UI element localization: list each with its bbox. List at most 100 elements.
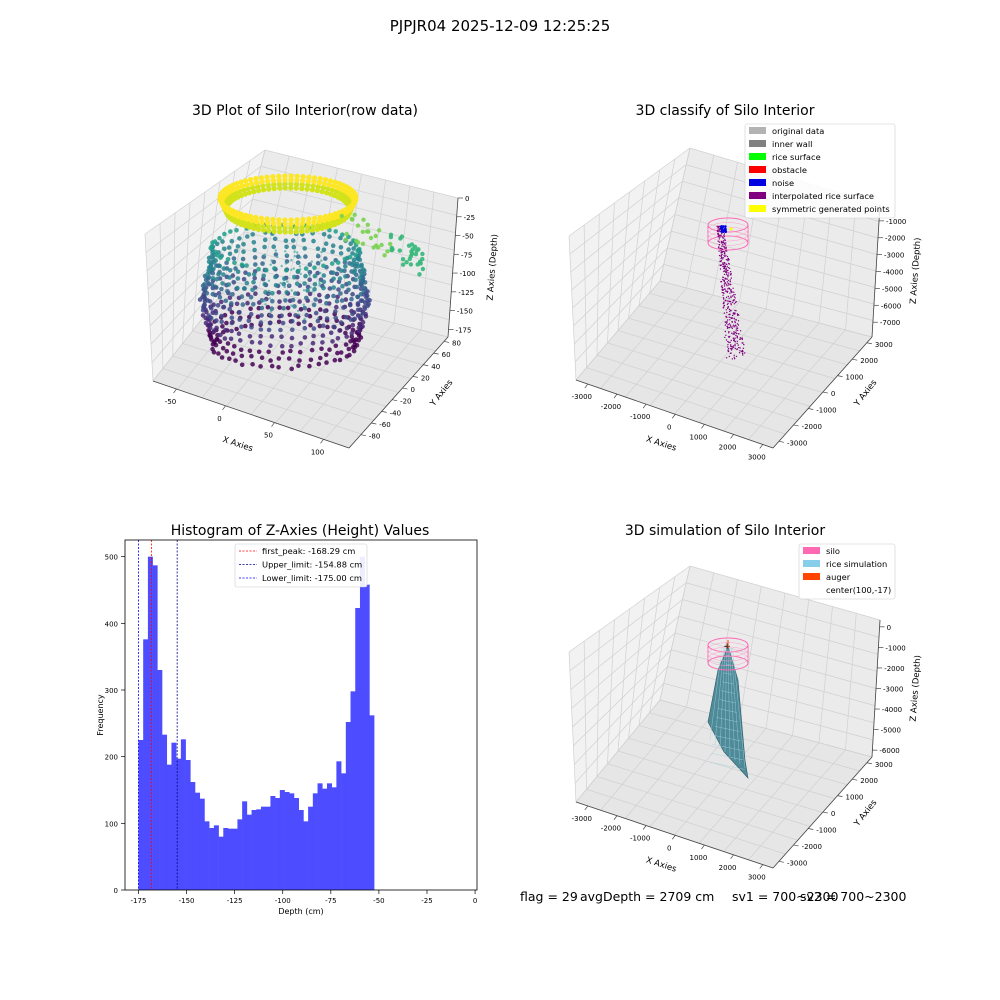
data-point xyxy=(319,271,322,275)
data-point xyxy=(217,263,222,269)
histogram-bar xyxy=(322,788,328,890)
data-point xyxy=(233,248,239,254)
data-point xyxy=(241,187,247,193)
rice-surface-point xyxy=(737,344,739,346)
rice-surface-point xyxy=(722,289,725,291)
data-point xyxy=(304,312,310,318)
rice-surface-point xyxy=(733,296,735,298)
plot2-grid-y xyxy=(649,158,860,352)
data-point xyxy=(325,186,331,192)
data-point xyxy=(319,225,325,231)
data-point xyxy=(335,294,340,300)
data-point xyxy=(317,298,323,304)
data-point xyxy=(348,317,354,322)
data-point xyxy=(256,349,262,355)
data-point xyxy=(362,268,367,274)
data-point xyxy=(362,304,367,310)
plot2-x-tick-label: 1000 xyxy=(690,433,708,441)
data-point xyxy=(320,323,326,329)
rice-mesh-line xyxy=(709,761,745,770)
data-point xyxy=(285,305,291,311)
plot2-x-axis-line xyxy=(575,379,774,449)
data-point xyxy=(247,334,253,339)
data-point xyxy=(368,235,374,241)
data-point xyxy=(249,353,254,359)
plot4-pane-left xyxy=(569,566,690,802)
plot4-legend-box xyxy=(798,543,896,600)
data-point xyxy=(398,236,403,241)
rice-surface-point xyxy=(722,276,724,278)
plot4-z-tick-label: 0 xyxy=(887,624,891,632)
plot2-y-tick-label: -1000 xyxy=(816,406,836,414)
rice-surface-point xyxy=(734,321,736,324)
rice-surface-point xyxy=(722,250,724,253)
histogram-y-tick-label: 0 xyxy=(114,887,118,895)
rice-surface-point xyxy=(716,233,719,235)
rice-surface-point xyxy=(722,278,724,281)
histogram-bar xyxy=(138,740,144,890)
plot2-x-tick xyxy=(759,444,764,449)
data-point xyxy=(327,234,332,239)
data-point xyxy=(214,318,219,323)
data-point xyxy=(203,277,209,283)
silo-ring xyxy=(707,226,749,242)
rice-surface-point xyxy=(722,265,724,268)
rice-surface-point xyxy=(732,300,734,302)
data-point xyxy=(400,262,406,267)
rice-surface-point xyxy=(729,324,731,326)
plot4-y-tick-label: -2000 xyxy=(802,843,822,851)
histogram-bar xyxy=(246,814,252,890)
data-point xyxy=(244,263,249,268)
data-point xyxy=(311,290,314,293)
silo-ring xyxy=(707,651,749,666)
rice-surface-point xyxy=(736,329,739,332)
rice-surface-point xyxy=(731,317,733,319)
data-point xyxy=(279,334,284,340)
data-point xyxy=(290,258,293,262)
histogram-x-tick-label: -100 xyxy=(275,897,291,905)
rice-surface-point xyxy=(730,326,732,328)
data-point xyxy=(268,297,272,300)
data-point xyxy=(324,316,330,321)
rice-surface-point xyxy=(736,323,739,325)
data-point xyxy=(215,303,221,308)
rice-surface-point xyxy=(734,313,736,315)
data-point xyxy=(302,325,308,331)
plot4-y-tick-label: -1000 xyxy=(816,826,836,834)
data-point xyxy=(288,217,294,223)
histogram-y-tick-label: 200 xyxy=(105,754,118,762)
histogram-bar xyxy=(331,787,337,890)
plot2-x-tick xyxy=(584,383,589,389)
rice-surface-point xyxy=(720,242,723,244)
data-point xyxy=(235,285,240,291)
data-point xyxy=(333,229,339,234)
data-point xyxy=(259,305,265,311)
data-point xyxy=(230,292,235,297)
data-point xyxy=(251,240,257,245)
data-point xyxy=(235,244,241,249)
data-point xyxy=(335,260,341,265)
data-point xyxy=(313,297,319,302)
data-point xyxy=(218,332,223,338)
rice-surface-point xyxy=(732,346,735,348)
data-point xyxy=(227,251,233,257)
rice-surface-point xyxy=(726,283,728,285)
rice-surface-point xyxy=(742,354,744,356)
plot4-y-tick xyxy=(822,811,828,814)
data-point xyxy=(249,217,255,223)
data-point xyxy=(287,284,291,287)
data-point xyxy=(225,257,231,262)
histogram-y-tick-label: 300 xyxy=(105,687,118,695)
data-point xyxy=(308,357,314,363)
rice-surface-point xyxy=(728,308,731,311)
data-point xyxy=(303,254,308,259)
data-point xyxy=(242,286,247,291)
data-point xyxy=(311,333,316,339)
data-point xyxy=(276,177,282,183)
data-point xyxy=(222,246,227,252)
rice-surface-point xyxy=(725,278,727,280)
plot2-x-tick xyxy=(613,393,618,399)
data-point xyxy=(217,235,222,241)
plot2-x-tick xyxy=(642,403,647,409)
histogram-bar xyxy=(359,556,365,890)
